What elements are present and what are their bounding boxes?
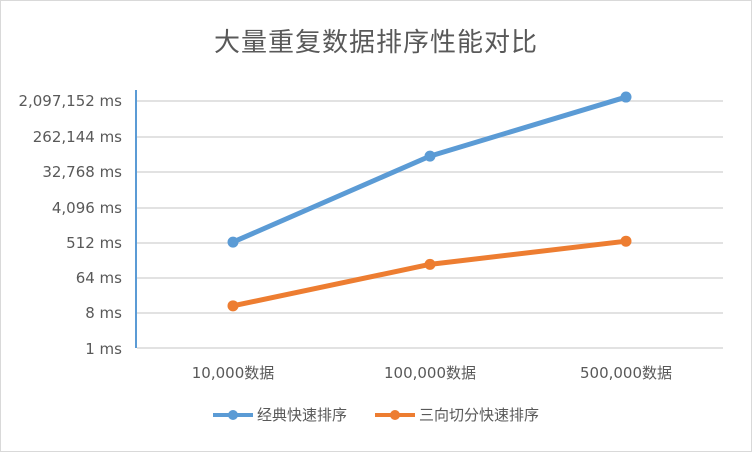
legend-item-series-1[interactable]: 经典快速排序 (212, 404, 347, 425)
y-tick-label: 2,097,152 ms (18, 92, 122, 110)
y-tick-label: 4,096 ms (51, 199, 122, 217)
y-tick-label: 262,144 ms (32, 128, 122, 146)
data-point[interactable] (227, 300, 239, 312)
y-tick-label: 8 ms (85, 304, 122, 322)
data-point[interactable] (620, 235, 632, 247)
series-line-2 (232, 238, 627, 309)
line-marker-icon (212, 409, 253, 420)
x-tick-label: 500,000数据 (579, 364, 673, 382)
legend: 经典快速排序 三向切分快速排序 (0, 404, 752, 425)
gridlines (137, 100, 723, 349)
legend-label: 经典快速排序 (256, 406, 347, 424)
y-tick-label: 512 ms (66, 234, 122, 252)
y-tick-label: 64 ms (75, 269, 122, 287)
series-layer (227, 91, 632, 312)
x-tick-label: 10,000数据 (191, 364, 275, 382)
data-point[interactable] (227, 236, 239, 248)
y-tick-label: 1 ms (85, 340, 122, 358)
legend-label: 三向切分快速排序 (419, 406, 540, 424)
chart-title: 大量重复数据排序性能对比 (213, 28, 538, 58)
line-marker-icon (375, 409, 415, 420)
series-line-1 (232, 94, 627, 245)
data-point[interactable] (424, 258, 436, 270)
y-tick-label: 32,768 ms (42, 163, 122, 181)
legend-item-series-2[interactable]: 三向切分快速排序 (375, 404, 539, 425)
data-point[interactable] (424, 150, 436, 162)
x-tick-label: 100,000数据 (383, 364, 477, 382)
data-point[interactable] (620, 91, 632, 103)
